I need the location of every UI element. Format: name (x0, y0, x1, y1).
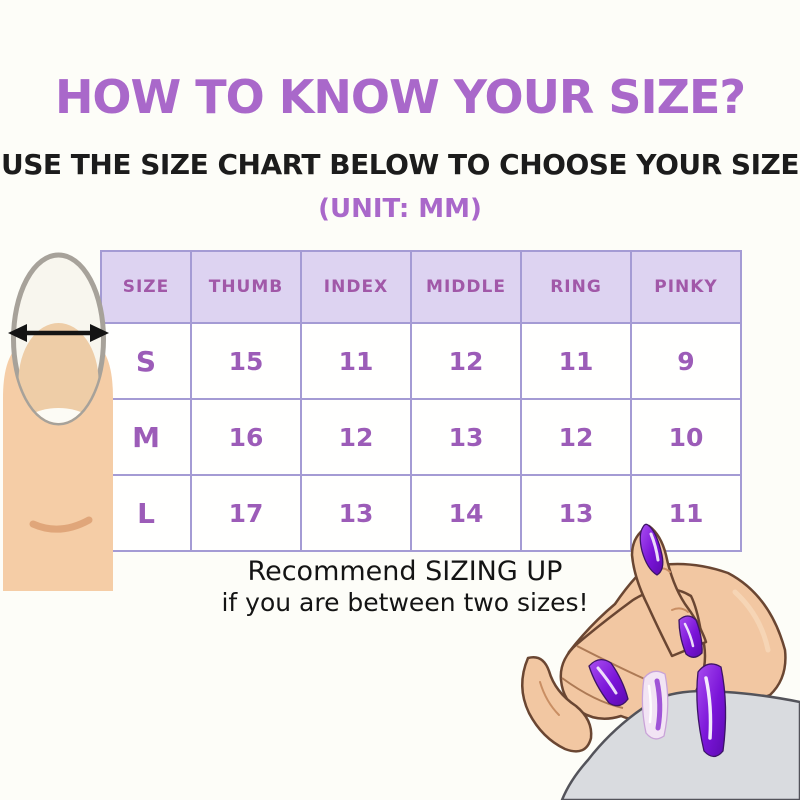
finger-nail-width-measure-icon (3, 252, 113, 591)
header-row: SIZE THUMB INDEX MIDDLE RING PINKY (100, 250, 742, 324)
col-header-ring: RING (520, 250, 632, 324)
index-finger-nail (639, 523, 664, 576)
hand-highlight (732, 589, 771, 653)
pale-nail-streak (654, 678, 663, 731)
cell-s-ring: 11 (520, 322, 632, 400)
cell-m-pinky: 10 (630, 398, 742, 476)
nail-gloss (704, 676, 713, 740)
col-header-pinky: PINKY (630, 250, 742, 324)
col-header-size: SIZE (100, 250, 192, 324)
subtitle: USE THE SIZE CHART BELOW TO CHOOSE YOUR … (1, 148, 799, 181)
finger-crease (671, 607, 689, 613)
thumb (521, 656, 593, 753)
cell-l-ring: 13 (520, 474, 632, 552)
cell-l-thumb: 17 (190, 474, 302, 552)
recommendation-line-2: if you are between two sizes! (221, 588, 589, 617)
cell-m-index: 12 (300, 398, 412, 476)
cell-s-pinky: 9 (630, 322, 742, 400)
nail-gloss (649, 532, 660, 562)
nail-gloss (647, 684, 653, 724)
sizing-recommendation: Recommend SIZING UP if you are between t… (60, 556, 750, 618)
hand-with-purple-stiletto-nails-icon (521, 523, 800, 800)
cell-s-index: 11 (300, 322, 412, 400)
recommendation-line-1: Recommend SIZING UP (247, 556, 563, 587)
finger-separation-line (576, 645, 648, 681)
unit-label: (UNIT: MM) (318, 194, 482, 224)
nail-gloss (596, 666, 618, 695)
cell-m-ring: 12 (520, 398, 632, 476)
page-title: HOW TO KNOW YOUR SIZE? (54, 70, 746, 124)
row-label-s: S (100, 322, 192, 400)
row-label-l: L (100, 474, 192, 552)
finger-separation-line (561, 677, 624, 709)
size-chart-table: SIZE THUMB INDEX MIDDLE RING PINKY S 15 … (100, 250, 742, 552)
cell-s-middle: 12 (410, 322, 522, 400)
cell-s-thumb: 15 (190, 322, 302, 400)
nail-gloss (683, 622, 695, 648)
double-headed-arrow-icon (8, 324, 109, 342)
nail-bed (18, 323, 99, 423)
col-header-middle: MIDDLE (410, 250, 522, 324)
row-label-m: M (100, 398, 192, 476)
cell-l-middle: 14 (410, 474, 522, 552)
thumb-crease (539, 681, 560, 716)
cell-m-thumb: 16 (190, 398, 302, 476)
cell-l-index: 13 (300, 474, 412, 552)
col-header-index: INDEX (300, 250, 412, 324)
cell-m-middle: 13 (410, 398, 522, 476)
table-row-m: M 16 12 13 12 10 (100, 398, 742, 476)
col-header-thumb: THUMB (190, 250, 302, 324)
finger-knuckle-crease (29, 516, 93, 533)
table-row-s: S 15 11 12 11 9 (100, 322, 742, 400)
table-row-l: L 17 13 14 13 11 (100, 474, 742, 552)
